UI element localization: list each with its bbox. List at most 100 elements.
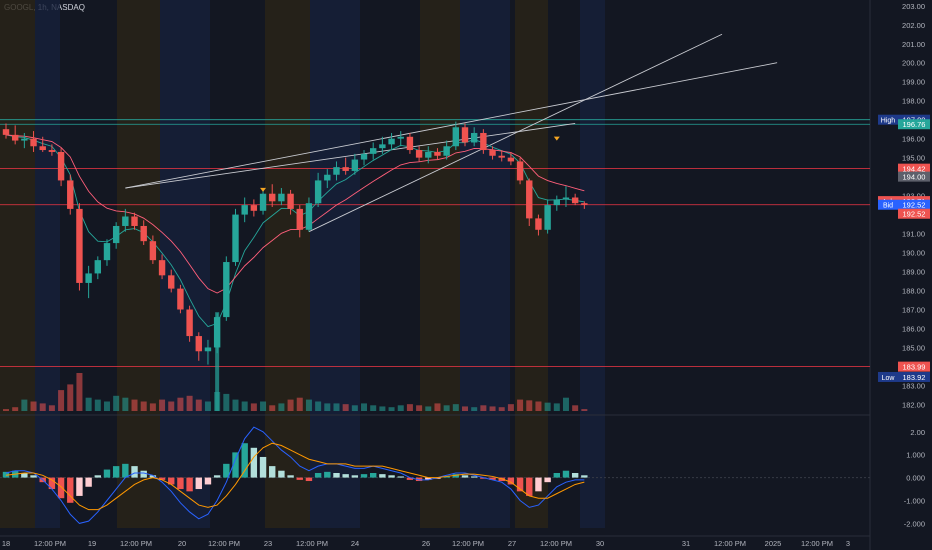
volume-bar <box>315 401 322 411</box>
macd-histogram-bar <box>223 463 230 478</box>
session-band <box>35 0 60 528</box>
candle-body <box>57 151 65 181</box>
price-tick-label: 183.00 <box>902 381 925 390</box>
volume-bar <box>342 404 349 411</box>
candle-body <box>103 243 111 261</box>
price-label-name: High <box>881 118 896 125</box>
candle-body <box>452 127 460 147</box>
macd-histogram-bar <box>470 476 478 478</box>
candle-body <box>241 205 248 215</box>
price-tick-label: 195.00 <box>902 154 925 163</box>
macd-histogram-bar <box>553 473 560 478</box>
candle-body <box>434 151 441 156</box>
macd-histogram-bar <box>406 477 414 480</box>
candle-body <box>461 127 469 143</box>
volume-bar <box>250 403 257 411</box>
volume-bar <box>480 405 487 411</box>
time-tick-label: 12:00 PM <box>540 539 572 548</box>
volume-bar <box>241 401 248 411</box>
macd-histogram-bar <box>21 473 28 478</box>
macd-histogram-bar <box>204 477 212 485</box>
macd-signal-line <box>5 442 585 511</box>
macd-histogram-bar <box>305 477 313 482</box>
time-tick-label: 19 <box>88 539 96 548</box>
volume-bar <box>223 393 230 411</box>
macd-histogram-bar <box>571 473 579 478</box>
price-tick-label: 189.00 <box>902 268 925 277</box>
candle-body <box>223 262 230 318</box>
volume-bar <box>379 406 386 411</box>
candle-body <box>351 159 359 171</box>
macd-histogram-bar <box>489 477 496 480</box>
macd-histogram-bar <box>397 476 404 478</box>
candle-body <box>259 193 267 211</box>
macd-histogram-bar <box>461 475 469 478</box>
price-label-tag <box>878 199 898 210</box>
macd-histogram-bar <box>324 471 331 478</box>
volume-bar <box>67 384 74 411</box>
price-label-value: 196.76 <box>903 120 926 129</box>
macd-histogram-bar <box>30 475 37 478</box>
macd-histogram-bar <box>158 477 166 480</box>
candle-body <box>571 197 579 204</box>
volume-bar <box>159 399 166 411</box>
candle-body <box>516 161 524 181</box>
macd-histogram-bar <box>360 474 368 478</box>
time-tick-label: 12:00 PM <box>801 539 833 548</box>
macd-histogram-bar <box>425 477 432 480</box>
macd-histogram-bar <box>314 473 322 478</box>
time-tick-label: 12:00 PM <box>296 539 328 548</box>
trend-line <box>125 123 576 189</box>
price-label-box <box>898 119 930 130</box>
macd-tick-label: 2.00 <box>910 428 925 437</box>
candle-body <box>535 218 542 230</box>
volume-bar <box>204 401 211 411</box>
candle-body <box>278 193 285 202</box>
price-tick-label: 186.00 <box>902 324 925 333</box>
candle-body <box>489 150 496 156</box>
volume-bar <box>278 403 285 411</box>
time-tick-label: 12:00 PM <box>120 539 152 548</box>
candle-body <box>11 134 19 141</box>
macd-histogram-bar <box>149 475 157 478</box>
time-tick-label: 30 <box>596 539 604 548</box>
volume-bar <box>48 405 55 411</box>
macd-histogram-bar <box>480 477 487 479</box>
price-label-value: 183.99 <box>903 363 926 372</box>
macd-histogram-bar <box>516 477 524 492</box>
candle-body <box>48 150 56 152</box>
volume-bar <box>489 406 496 411</box>
macd-histogram-bar <box>103 469 111 478</box>
candle-body <box>333 167 340 175</box>
macd-histogram-bar <box>241 443 248 478</box>
candle-body <box>177 288 184 310</box>
candle-body <box>425 151 432 158</box>
time-tick-label: 2025 <box>765 539 782 548</box>
volume-bar <box>103 401 110 411</box>
candle-body <box>360 153 368 160</box>
candle-body <box>553 199 560 206</box>
candle-body <box>195 336 202 352</box>
candle-body <box>397 136 404 139</box>
price-label-box <box>898 199 930 210</box>
price-tick-label: 191.00 <box>902 230 925 239</box>
moving-average-fast <box>5 134 585 328</box>
volume-bar <box>122 397 129 411</box>
volume-bar <box>168 401 175 411</box>
volume-bar <box>12 407 19 411</box>
volume-bar <box>572 405 579 411</box>
macd-histogram-bar <box>57 477 65 499</box>
signal-marker-icon <box>553 136 560 141</box>
time-tick-label: 3 <box>846 539 850 548</box>
session-band <box>460 0 510 528</box>
candle-body <box>232 214 239 263</box>
volume-bar <box>85 397 92 411</box>
volume-bar <box>443 405 450 411</box>
volume-bar <box>58 390 65 411</box>
macd-histogram-bar <box>2 471 10 478</box>
volume-bar <box>544 402 551 411</box>
price-label-box <box>898 171 930 182</box>
volume-bar <box>370 405 377 411</box>
candle-body <box>507 157 515 162</box>
